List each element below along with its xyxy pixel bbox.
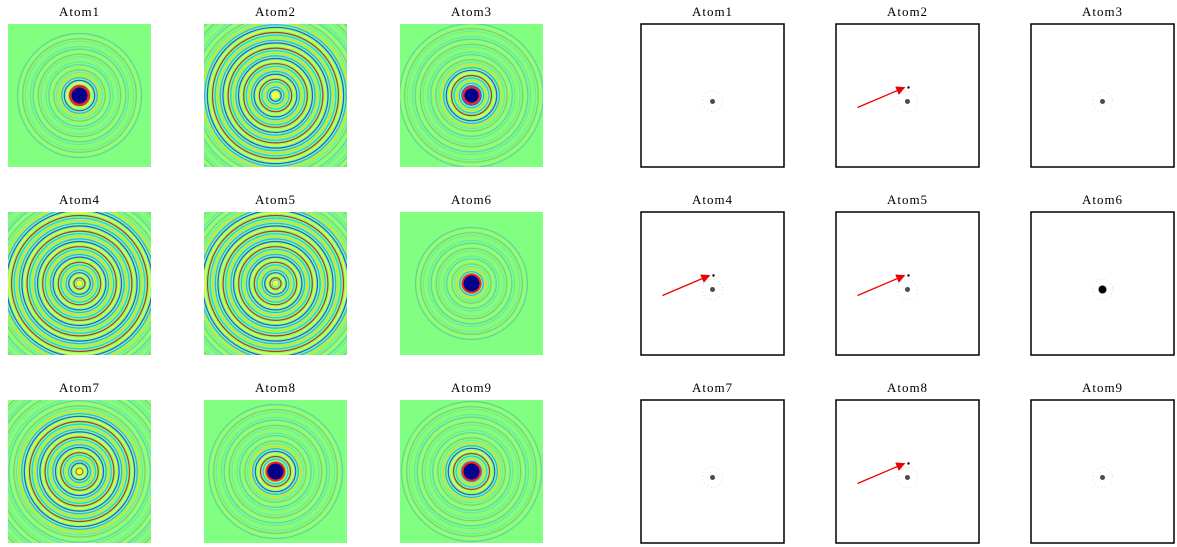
panel-title: Atom1 xyxy=(692,4,733,19)
arrow-target xyxy=(907,462,909,464)
panel-title: Atom3 xyxy=(451,4,492,19)
spot xyxy=(905,475,910,480)
right-panel: Atom9 xyxy=(1031,380,1174,543)
arrow-target xyxy=(712,274,714,276)
panel-title: Atom9 xyxy=(451,380,492,395)
panel-title: Atom8 xyxy=(255,380,296,395)
left-panel: Atom9 xyxy=(400,380,543,543)
spot xyxy=(905,99,910,104)
core xyxy=(77,469,83,475)
arrow-target xyxy=(907,274,909,276)
arrow-target xyxy=(907,86,909,88)
core xyxy=(465,89,479,103)
right-panel: Atom8 xyxy=(836,380,979,543)
left-panel: Atom7 xyxy=(0,370,182,547)
right-panel: Atom6 xyxy=(1031,192,1174,355)
image-frame xyxy=(1031,400,1174,543)
panel-title: Atom2 xyxy=(255,4,296,19)
image-frame xyxy=(836,24,979,167)
left-panel: Atom4 xyxy=(0,164,200,404)
right-panel: Atom4 xyxy=(641,192,784,355)
core xyxy=(464,276,480,292)
image-frame xyxy=(641,400,784,543)
panel-title: Atom2 xyxy=(887,4,928,19)
figure: Atom1 Atom2 Atom3 Atom4 Atom5 Atom6 Atom7 Atom8… xyxy=(0,0,1177,547)
image-frame xyxy=(641,24,784,167)
image-frame xyxy=(836,400,979,543)
ring-image xyxy=(400,24,544,168)
core xyxy=(268,464,284,480)
panel-title: Atom4 xyxy=(692,192,733,207)
right-panel: Atom1 xyxy=(641,4,784,167)
left-panel: Atom6 xyxy=(400,192,543,355)
panel-title: Atom8 xyxy=(887,380,928,395)
panel-title: Atom5 xyxy=(887,192,928,207)
panel-title: Atom6 xyxy=(451,192,492,207)
right-panel: Atom7 xyxy=(641,380,784,543)
core xyxy=(273,281,279,287)
spot xyxy=(710,287,715,292)
ring-image xyxy=(0,370,182,547)
left-panel: Atom2 xyxy=(161,0,391,211)
image-frame xyxy=(836,212,979,355)
image-frame xyxy=(1031,24,1174,167)
ring-image xyxy=(8,24,151,167)
spot xyxy=(710,475,715,480)
left-panel: Atom8 xyxy=(204,380,347,543)
ring-image xyxy=(400,400,543,543)
panel-title: Atom4 xyxy=(59,192,100,207)
right-panel: Atom2 xyxy=(836,4,979,167)
spot xyxy=(1100,99,1105,104)
spot xyxy=(710,99,715,104)
ring-image xyxy=(161,0,391,211)
right-panel: Atom3 xyxy=(1031,4,1174,167)
left-panel: Atom5 xyxy=(156,164,396,404)
panel-title: Atom1 xyxy=(59,4,100,19)
left-panel: Atom3 xyxy=(400,4,544,168)
ring-image xyxy=(204,400,347,543)
panel-title: Atom9 xyxy=(1082,380,1123,395)
core xyxy=(273,93,279,99)
image-frame xyxy=(641,212,784,355)
panel-title: Atom6 xyxy=(1082,192,1123,207)
core xyxy=(72,88,88,104)
panel-title: Atom7 xyxy=(692,380,733,395)
image-frame xyxy=(1031,212,1174,355)
panel-title: Atom3 xyxy=(1082,4,1123,19)
spot xyxy=(905,287,910,292)
core xyxy=(77,281,83,287)
left-panel: Atom1 xyxy=(8,4,151,167)
right-panel: Atom5 xyxy=(836,192,979,355)
spot xyxy=(1099,286,1107,294)
ring-image xyxy=(400,212,543,355)
spot xyxy=(1100,475,1105,480)
panel-title: Atom5 xyxy=(255,192,296,207)
core xyxy=(464,464,480,480)
panel-title: Atom7 xyxy=(59,380,100,395)
